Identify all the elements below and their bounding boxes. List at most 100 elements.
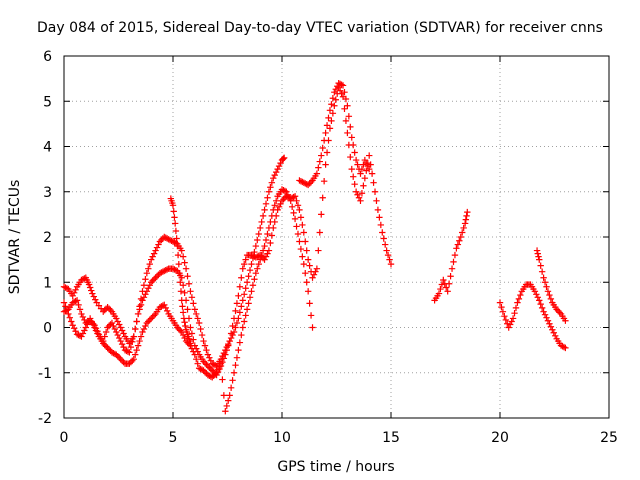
data-point-marker — [72, 297, 79, 305]
data-point-marker — [177, 288, 185, 295]
data-point-marker — [177, 327, 184, 334]
data-point-marker — [299, 253, 306, 260]
data-point-marker — [239, 265, 246, 272]
data-point-marker — [110, 349, 117, 357]
data-point-marker — [145, 318, 152, 325]
data-point-marker — [307, 312, 315, 319]
data-point-marker — [304, 256, 312, 263]
data-point-marker — [223, 346, 230, 354]
data-point-marker — [169, 202, 177, 209]
data-point-marker — [550, 329, 557, 336]
data-point-marker — [166, 236, 174, 244]
data-point-marker — [511, 309, 518, 317]
x-tick-label: 20 — [491, 430, 509, 446]
data-point-marker — [170, 208, 177, 215]
data-point-marker — [537, 300, 544, 308]
x-tick-label: 10 — [273, 430, 291, 446]
data-point-marker — [351, 149, 358, 156]
data-point-marker — [114, 331, 121, 339]
y-tick-label: 0 — [43, 321, 52, 337]
data-point-marker — [238, 274, 245, 281]
data-point-marker — [264, 230, 271, 238]
data-point-marker — [239, 324, 246, 331]
data-point-marker — [216, 363, 223, 370]
data-point-marker — [227, 330, 235, 337]
data-point-marker — [322, 129, 329, 137]
data-point-marker — [104, 303, 111, 311]
data-point-marker — [259, 254, 267, 262]
data-point-marker — [191, 306, 198, 313]
data-point-marker — [315, 164, 322, 171]
data-point-marker — [451, 251, 459, 259]
data-point-marker — [361, 174, 369, 182]
data-point-marker — [536, 256, 543, 263]
data-point-marker — [358, 165, 366, 173]
data-point-marker — [60, 308, 68, 315]
data-point-marker — [201, 368, 209, 376]
data-point-marker — [209, 360, 216, 367]
data-point-marker — [161, 267, 168, 275]
data-point-marker — [161, 233, 168, 241]
data-point-marker — [438, 281, 446, 288]
data-point-marker — [126, 360, 133, 367]
data-point-marker — [236, 283, 244, 290]
data-point-marker — [133, 318, 140, 325]
data-point-marker — [358, 190, 366, 197]
data-point-marker — [118, 357, 126, 364]
data-point-marker — [184, 273, 191, 280]
data-point-marker — [265, 247, 273, 254]
data-point-marker — [145, 285, 152, 292]
data-point-marker — [92, 327, 100, 334]
data-point-marker — [229, 331, 236, 339]
data-point-marker — [354, 161, 361, 168]
data-point-marker — [281, 187, 289, 195]
data-point-marker — [66, 314, 74, 321]
data-point-marker — [293, 223, 300, 230]
data-point-marker — [512, 304, 520, 312]
x-tick-label: 25 — [600, 430, 618, 446]
data-point-marker — [78, 276, 85, 284]
data-point-marker — [139, 297, 146, 304]
data-point-marker — [538, 268, 546, 275]
data-point-marker — [316, 229, 323, 236]
data-point-marker — [188, 330, 196, 337]
data-point-marker — [113, 351, 120, 358]
data-point-marker — [217, 360, 225, 367]
data-point-marker — [303, 279, 310, 286]
data-point-marker — [105, 305, 113, 312]
data-point-marker — [277, 200, 284, 208]
data-point-marker — [312, 268, 319, 275]
data-point-marker — [142, 322, 149, 330]
data-point-marker — [268, 212, 276, 220]
data-point-marker — [262, 200, 270, 208]
data-point-marker — [105, 346, 113, 353]
data-point-marker — [320, 137, 328, 144]
data-point-marker — [90, 293, 97, 300]
data-point-marker — [132, 325, 139, 333]
data-point-marker — [163, 235, 171, 242]
data-point-marker — [504, 320, 511, 327]
data-point-marker — [243, 279, 251, 286]
data-point-marker — [294, 230, 302, 238]
data-point-marker — [288, 203, 296, 211]
data-point-marker — [546, 320, 553, 327]
data-point-marker — [238, 331, 245, 339]
data-point-marker — [152, 274, 159, 281]
data-point-marker — [339, 82, 347, 89]
data-point-marker — [102, 343, 110, 350]
data-point-marker — [178, 247, 185, 254]
data-point-marker — [270, 174, 277, 182]
data-point-marker — [357, 170, 364, 177]
data-point-marker — [448, 265, 456, 272]
data-point-marker — [302, 270, 309, 277]
data-point-marker — [136, 337, 143, 345]
data-point-marker — [275, 162, 283, 170]
data-point-marker — [245, 273, 252, 280]
data-point-marker — [450, 258, 457, 266]
data-point-marker — [249, 252, 257, 260]
data-point-marker — [280, 187, 287, 194]
data-point-marker — [371, 188, 379, 195]
data-point-marker — [171, 220, 179, 227]
chart-title: Day 084 of 2015, Sidereal Day-to-day VTE… — [37, 20, 603, 36]
data-point-marker — [139, 328, 146, 336]
